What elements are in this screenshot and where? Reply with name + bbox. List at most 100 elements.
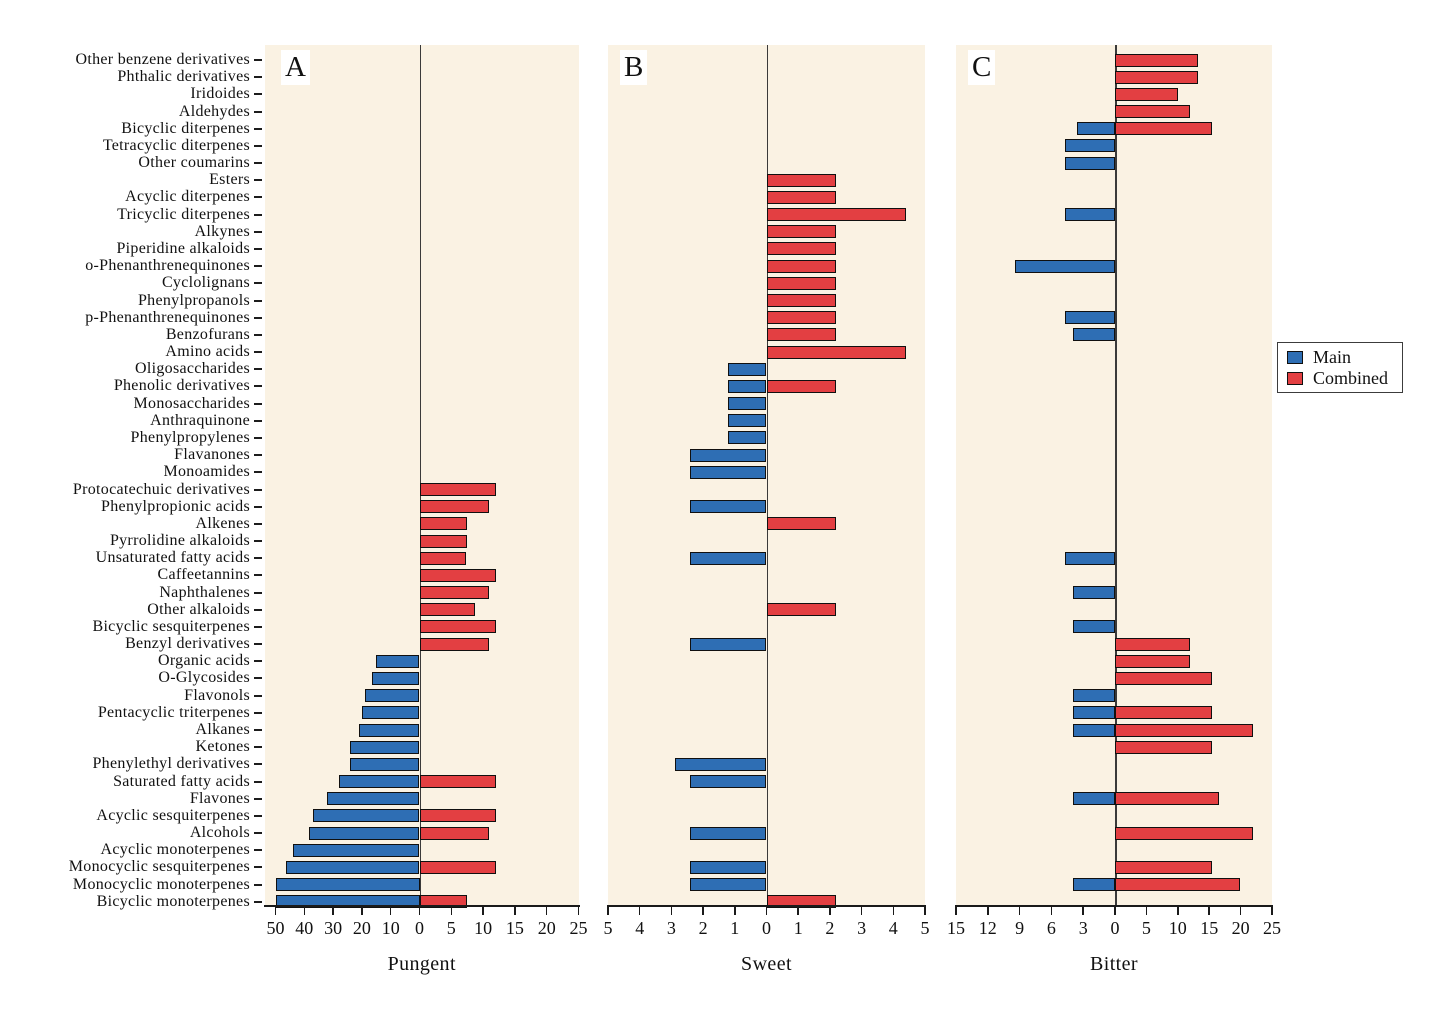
bar-combined (1115, 671, 1212, 685)
x-axis-tick-label: 20 (352, 918, 371, 938)
bar-combined (1115, 878, 1240, 892)
x-axis-tick (797, 907, 799, 915)
x-axis-tick-label: 9 (1015, 918, 1025, 938)
bar-combined (766, 345, 906, 359)
panel-label-c: C (968, 50, 996, 85)
x-axis-tick (860, 907, 863, 915)
x-axis-title: Sweet (741, 953, 792, 975)
bar-main (728, 397, 767, 411)
x-axis-tick-label: 30 (324, 918, 343, 938)
y-axis-tick (254, 247, 262, 250)
y-axis-tick (254, 402, 262, 405)
y-axis-tick (254, 505, 262, 508)
x-axis-tick (389, 907, 392, 915)
y-axis-tick (254, 299, 262, 302)
y-axis-tick (254, 557, 262, 560)
x-axis-line (955, 905, 1273, 907)
x-axis-tick (1114, 907, 1116, 915)
y-axis-tick (254, 677, 262, 680)
y-axis-category-label: Flavones (189, 789, 250, 807)
bar-combined (419, 826, 490, 840)
legend-label-combined: Combined (1313, 368, 1388, 388)
bar-main (728, 414, 767, 428)
bar-main (350, 740, 420, 754)
y-axis-category-label: O-Glycosides (158, 669, 250, 687)
bar-main (690, 637, 767, 651)
x-axis-tick (1239, 907, 1242, 915)
y-axis-category-label: Bicyclic diterpenes (121, 119, 250, 137)
bar-combined (1115, 826, 1253, 840)
x-axis-tick-label: 3 (666, 918, 676, 938)
y-axis-tick (254, 574, 262, 577)
x-axis-tick-label: 15 (505, 918, 524, 938)
x-axis-tick-label: 0 (762, 918, 771, 938)
panel-a-background (265, 45, 579, 905)
x-axis-tick-label: 1 (730, 918, 740, 938)
legend-item-combined: Combined (1287, 369, 1388, 387)
x-axis-tick-label: 0 (1110, 918, 1120, 938)
bar-main (275, 878, 420, 892)
bar-combined (766, 259, 837, 273)
x-axis-tick (638, 907, 641, 915)
y-axis-tick (254, 59, 262, 61)
x-axis-tick-label: 1 (793, 918, 803, 938)
y-axis-category-label: Ketones (195, 738, 250, 756)
y-axis-tick (254, 333, 262, 336)
y-axis-category-label: Piperidine alkaloids (116, 239, 250, 257)
x-axis-tick-label: 25 (569, 918, 588, 938)
y-axis-tick (254, 76, 262, 79)
bar-combined (1115, 87, 1178, 101)
y-axis-tick (254, 351, 262, 354)
y-axis-category-label: Alcohols (189, 824, 250, 842)
x-axis-tick-label: 5 (603, 918, 613, 938)
y-axis-category-label: Unsaturated fatty acids (95, 549, 250, 567)
x-axis-tick (514, 907, 516, 915)
y-axis-category-label: Bicyclic monoterpenes (96, 892, 250, 910)
bar-combined (419, 534, 468, 548)
y-axis-category-label: Pentacyclic triterpenes (97, 703, 250, 721)
bar-combined (419, 586, 490, 600)
y-axis-tick (254, 625, 262, 628)
x-axis-tick (332, 907, 334, 915)
y-axis-category-label: Naphthalenes (159, 583, 250, 601)
y-axis-tick (254, 694, 262, 697)
y-axis-tick (254, 780, 262, 783)
bar-main (690, 465, 767, 479)
bar-combined (419, 568, 496, 582)
bar-main (1072, 878, 1115, 892)
y-axis-category-label: Cyclolignans (161, 274, 250, 292)
zero-axis-line (1115, 45, 1117, 905)
bar-main (371, 671, 420, 685)
x-axis-tick-label: 20 (1231, 918, 1250, 938)
bar-main (338, 775, 420, 789)
x-axis-tick-label: 3 (1078, 918, 1088, 938)
legend-swatch-main-icon (1287, 350, 1303, 364)
y-axis-category-label: Esters (209, 171, 250, 189)
y-axis-tick (254, 643, 262, 646)
y-axis-tick (254, 162, 262, 165)
x-axis-tick-label: 50 (266, 918, 285, 938)
x-axis-tick-label: 4 (888, 918, 898, 938)
bar-main (690, 878, 767, 892)
bar-main (1072, 586, 1115, 600)
bar-main (1065, 156, 1115, 170)
bar-combined (1115, 792, 1219, 806)
x-axis-tick-label: 12 (978, 918, 997, 938)
bar-main (1072, 792, 1115, 806)
y-axis-category-label: Other coumarins (138, 154, 250, 172)
x-axis-tick (1018, 907, 1021, 915)
bar-combined (419, 775, 496, 789)
bar-main (285, 860, 420, 874)
y-axis-tick (254, 316, 262, 319)
y-axis-tick (254, 797, 262, 800)
bar-combined (766, 173, 837, 187)
y-axis-category-label: o-Phenanthrenequinones (85, 257, 250, 275)
y-axis-category-label: Benzofurans (165, 325, 250, 343)
y-axis-category-label: Oligosaccharides (135, 360, 250, 378)
bar-combined (766, 190, 837, 204)
y-axis-tick (254, 866, 262, 869)
bar-combined (766, 311, 837, 325)
bar-combined (766, 328, 837, 342)
x-axis-tick (418, 907, 421, 915)
x-axis-tick (765, 907, 768, 915)
